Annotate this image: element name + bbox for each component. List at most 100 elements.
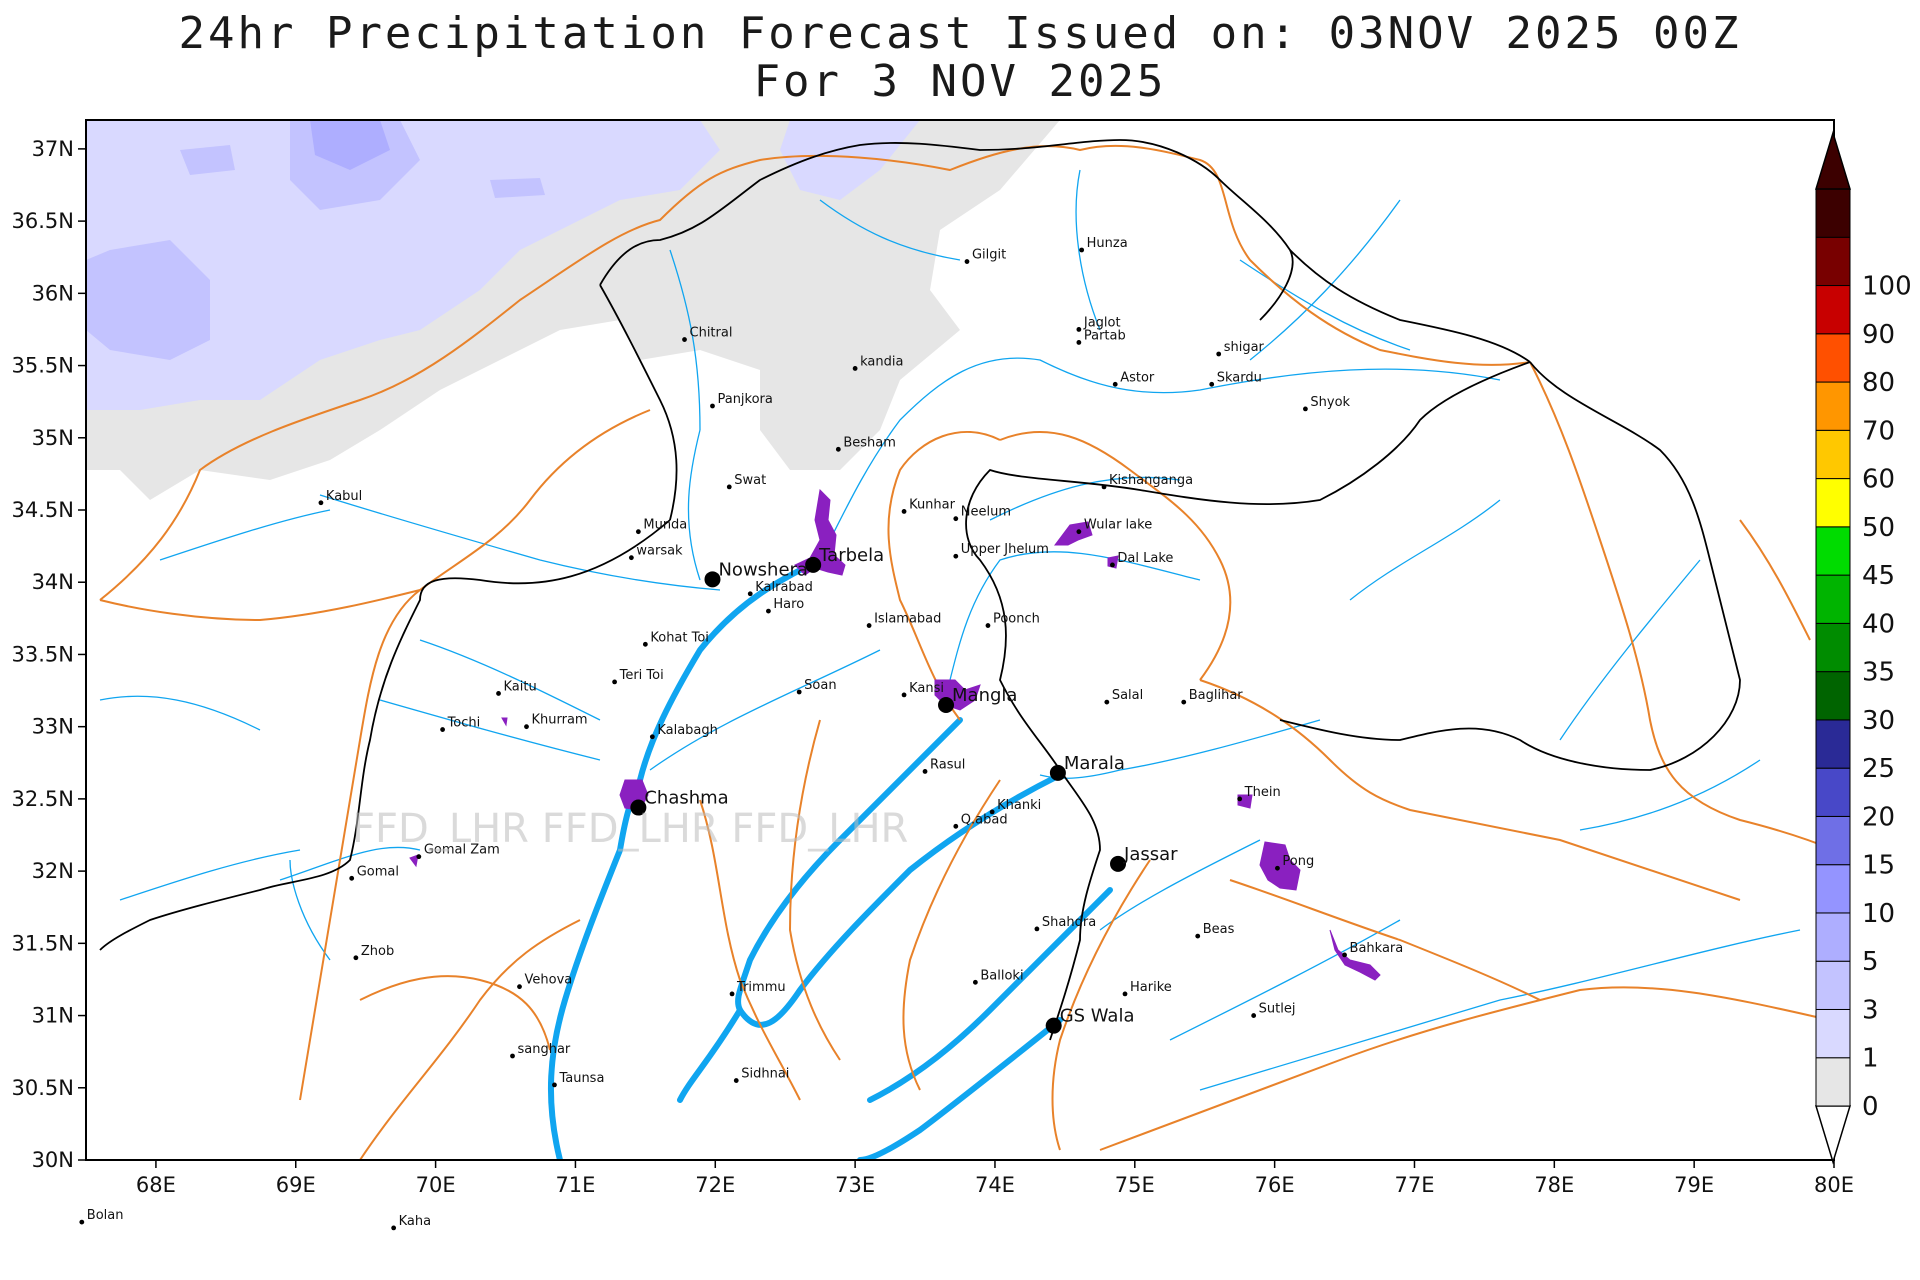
river-upper-indus xyxy=(829,357,1501,541)
station-label: Mangla xyxy=(952,685,1017,706)
lat-tick-label: 36.5N xyxy=(12,209,74,233)
place-dot xyxy=(628,555,634,561)
lon-tick-label: 68E xyxy=(136,1173,176,1197)
place-label: warsak xyxy=(636,544,683,559)
border-loc xyxy=(965,361,1531,771)
place-dot xyxy=(1110,562,1115,568)
legend-max-arrow xyxy=(1814,130,1852,190)
lat-tick-label: 34.5N xyxy=(12,498,74,522)
place-dot xyxy=(1101,484,1107,490)
basin-boundary-zhob xyxy=(359,975,551,1051)
place-dot xyxy=(1104,699,1110,705)
place-dot xyxy=(1076,529,1082,535)
station-label: Marala xyxy=(1064,753,1125,774)
legend-level-label: 0 xyxy=(1862,1092,1879,1122)
legend-swatch xyxy=(1815,188,1851,238)
legend-level-label: 80 xyxy=(1862,368,1895,398)
river-sutlej xyxy=(1199,929,1801,1091)
station-dot xyxy=(1110,855,1127,872)
place-dot xyxy=(1195,933,1201,939)
legend-swatch xyxy=(1815,574,1851,624)
place-dot xyxy=(766,608,771,614)
border-india-china xyxy=(1279,361,1741,771)
place-dot xyxy=(901,692,907,698)
basin-boundary-beas xyxy=(1229,879,1541,1001)
place-label: Munda xyxy=(643,518,687,533)
lat-tick-label: 30.5N xyxy=(12,1076,74,1100)
legend-level-label: 90 xyxy=(1862,320,1895,350)
river-beas xyxy=(1169,919,1401,1041)
lat-tick-label: 32.5N xyxy=(12,787,74,811)
place-label: Kishanganga xyxy=(1109,473,1193,488)
place-label: Kabul xyxy=(326,489,362,504)
river-soan xyxy=(649,649,881,771)
place-dot xyxy=(989,809,995,815)
river-tributary-a xyxy=(1239,259,1411,351)
lon-tick-label: 77E xyxy=(1394,1173,1434,1197)
place-label: Trimmu xyxy=(736,980,786,995)
station-label: Jassar xyxy=(1123,844,1178,865)
place-dot xyxy=(682,337,687,342)
legend-swatch xyxy=(1815,285,1851,335)
rivers xyxy=(99,169,1801,1091)
place-label: Gomal xyxy=(357,864,399,879)
precip-zone-3 xyxy=(86,240,210,360)
place-dot xyxy=(391,1225,397,1231)
place-label: Chitral xyxy=(690,326,733,341)
place-dot xyxy=(1079,247,1085,253)
legend-swatch xyxy=(1815,478,1851,528)
border-china xyxy=(1289,249,1531,363)
legend-level-label: 100 xyxy=(1862,272,1912,302)
border-pak-afg-west xyxy=(99,519,671,951)
station-dot xyxy=(704,571,721,588)
station-dot xyxy=(630,799,647,816)
reservoir-pong xyxy=(1259,841,1301,891)
basin-boundary-east xyxy=(1529,361,1834,851)
place-label: Rasul xyxy=(930,757,965,772)
station-dot xyxy=(938,697,955,713)
place-label: Skardu xyxy=(1217,370,1262,385)
river-shyok xyxy=(1249,199,1401,361)
lon-tick-label: 76E xyxy=(1255,1173,1295,1197)
watermark: FFD_LHR FFD_LHR FFD_LHR xyxy=(352,806,908,852)
legend-level-label: 50 xyxy=(1862,513,1895,543)
precip-zone-3c xyxy=(180,145,235,175)
river-swat xyxy=(687,429,701,581)
place-label: Gomal Zam xyxy=(424,843,500,858)
place-label: Vehova xyxy=(525,973,573,988)
place-label: Taunsa xyxy=(558,1071,604,1086)
station-label: Chashma xyxy=(644,788,728,809)
legend-level-label: 70 xyxy=(1862,416,1895,446)
lon-tick-label: 75E xyxy=(1115,1173,1155,1197)
legend-min-arrow xyxy=(1814,1105,1852,1165)
place-dot xyxy=(1275,865,1280,871)
place-label: Harike xyxy=(1130,980,1172,995)
border-wb xyxy=(1049,769,1101,1041)
place-dot xyxy=(1251,1013,1257,1018)
basin-boundary-west xyxy=(299,589,421,1101)
place-dot xyxy=(440,727,445,732)
map-subtitle: For 3 NOV 2025 xyxy=(753,56,1167,107)
station-label: Tarbela xyxy=(818,545,884,566)
place-dot xyxy=(1303,406,1308,412)
place-label: Tochi xyxy=(447,716,481,731)
place-dot xyxy=(835,446,841,452)
lat-tick-label: 31.5N xyxy=(12,931,74,955)
basin-boundary-jhelum xyxy=(999,431,1232,681)
place-dot xyxy=(1034,926,1040,932)
place-dot xyxy=(726,484,732,490)
river-jhelum-upper xyxy=(949,551,1201,681)
basin-boundary-kabul xyxy=(99,589,421,622)
legend-level-label: 30 xyxy=(1862,706,1895,736)
place-label: shigar xyxy=(1224,340,1265,355)
place-label: sanghar xyxy=(518,1042,571,1057)
lat-tick-label: 34N xyxy=(32,570,74,594)
legend-swatch xyxy=(1815,719,1851,769)
station-dot xyxy=(805,556,822,573)
place-label: Thein xyxy=(1244,785,1281,800)
legend-swatch xyxy=(1815,960,1851,1010)
border-afghanistan xyxy=(599,139,1294,321)
place-dot xyxy=(796,689,802,695)
legend-swatch xyxy=(1815,1057,1851,1107)
